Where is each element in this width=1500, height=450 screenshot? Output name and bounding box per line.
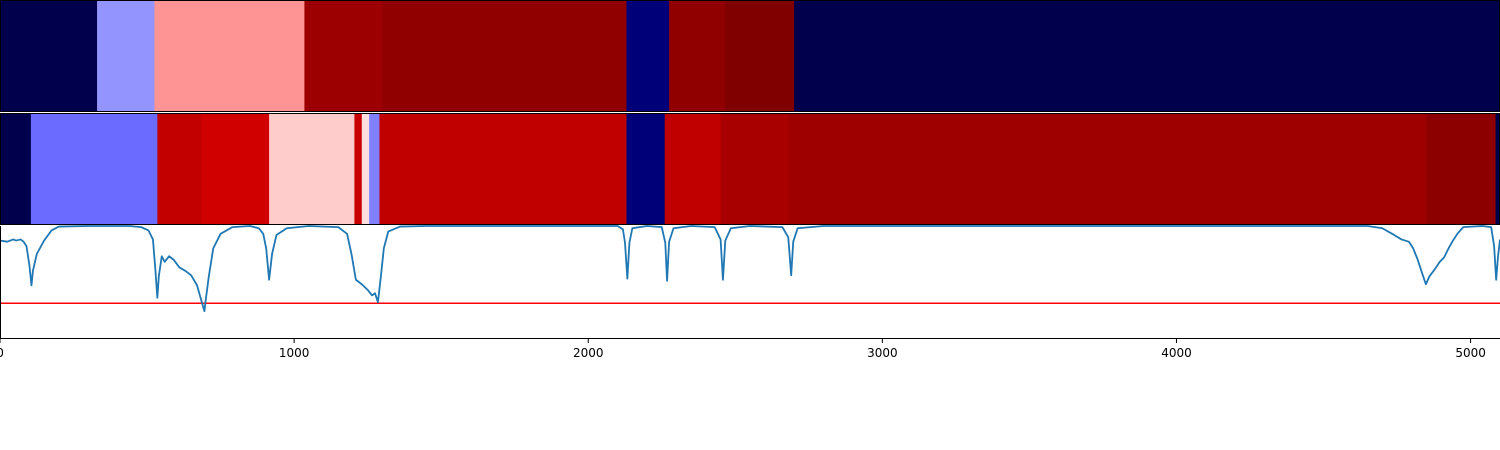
series-line [0, 225, 1500, 313]
heatmap-segment-1-1 [30, 114, 158, 224]
heatmap-segment-0-0 [0, 1, 98, 111]
x-tick-label-5: 5000 [1455, 346, 1486, 360]
heatmap-segment-1-4 [269, 114, 355, 224]
heatmap-track-middle [0, 114, 1500, 224]
heatmap-segment-1-12 [788, 114, 1427, 224]
heatmap-segment-0-8 [794, 1, 1500, 111]
heatmap-segment-1-7 [369, 114, 380, 224]
line-plot-background [0, 226, 1500, 338]
heatmap-segment-1-5 [354, 114, 363, 224]
heatmap-segment-0-2 [154, 1, 305, 111]
heatmap-track-top [0, 1, 1500, 111]
heatmap-segment-0-3 [304, 1, 383, 111]
heatmap-segment-0-6 [669, 1, 726, 111]
heatmap-segment-0-4 [382, 1, 627, 111]
heatmap-segment-1-11 [720, 114, 789, 224]
heatmap-segment-1-8 [379, 114, 627, 224]
x-tick-label-3: 3000 [867, 346, 898, 360]
x-tick-label-1: 1000 [279, 346, 310, 360]
heatmap-segment-1-9 [626, 114, 666, 224]
heatmap-segment-1-10 [664, 114, 721, 224]
heatmap-segment-1-3 [201, 114, 270, 224]
x-tick-label-2: 2000 [573, 346, 604, 360]
heatmap-segment-1-14 [1495, 114, 1500, 224]
heatmap-segment-1-0 [0, 114, 32, 224]
x-axis: 0 1000 2000 3000 4000 5000 [0, 339, 1486, 360]
heatmap-segment-0-5 [626, 1, 670, 111]
heatmap-segment-1-13 [1426, 114, 1496, 224]
x-tick-label-0: 0 [0, 346, 4, 360]
heatmap-segment-1-2 [157, 114, 202, 224]
x-tick-label-4: 4000 [1161, 346, 1192, 360]
heatmap-segment-1-6 [361, 114, 370, 224]
heatmap-segment-0-1 [97, 1, 155, 111]
heatmap-segment-0-7 [725, 1, 795, 111]
line-plot-panel [0, 225, 1500, 338]
